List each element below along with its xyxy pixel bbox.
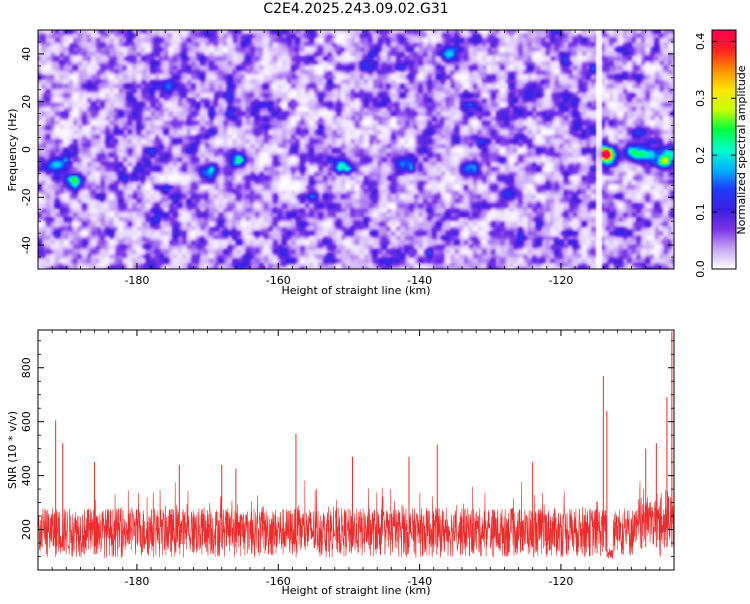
colorbar-label: Normalized spectral amplitude xyxy=(735,65,748,234)
snr-x-tick-label: -120 xyxy=(548,575,573,588)
spectrogram-x-tick-label: -140 xyxy=(407,274,432,287)
snr-axes: -180 -160 -140 -120 200 400 600 800 xyxy=(20,330,675,588)
snr-panel: -180 -160 -140 -120 200 400 600 800 Height of s… xyxy=(6,329,675,597)
spectrogram-y-tick-label: 40 xyxy=(20,47,33,61)
snr-spikes xyxy=(55,331,673,548)
snr-x-tick-label: -180 xyxy=(124,575,149,588)
snr-y-axis-label: SNR (10 * v/v) xyxy=(6,411,19,489)
colorbar-ticks: 0.0 0.1 0.2 0.3 0.4 xyxy=(694,33,736,278)
spectrogram-axes: -180 -160 -140 -120 -40 -20 0 20 40 xyxy=(20,29,675,287)
snr-y-tick-label: 400 xyxy=(20,465,33,486)
snr-series-line xyxy=(38,480,674,559)
spectrogram-panel: -180 -160 -140 -120 -40 -20 0 20 40 Height of st… xyxy=(6,29,675,297)
snr-y-tick-label: 200 xyxy=(20,519,33,540)
spectrogram-y-axis-label: Frequency (Hz) xyxy=(6,109,19,192)
spectrogram-y-tick-label: -40 xyxy=(20,236,33,254)
spectrogram-y-tick-label: 0 xyxy=(20,146,33,153)
colorbar-tick-label: 0.0 xyxy=(694,260,707,278)
chart-title: C2E4.2025.243.09.02.G31 xyxy=(263,1,448,17)
snr-y-tick-label: 800 xyxy=(20,357,33,378)
snr-x-tick-label: -140 xyxy=(407,575,432,588)
colorbar-tick-label: 0.2 xyxy=(694,146,707,164)
colorbar-tick-label: 0.3 xyxy=(694,90,707,108)
spectrogram-y-tick-label: 20 xyxy=(20,95,33,109)
colorbar-tick-label: 0.1 xyxy=(694,203,707,221)
spectrogram-y-tick-label: -20 xyxy=(20,188,33,206)
snr-y-tick-label: 600 xyxy=(20,411,33,432)
colorbar-tick-label: 0.4 xyxy=(694,33,707,51)
snr-x-tick-label: -160 xyxy=(266,575,291,588)
spectrogram-x-axis-label: Height of straight line (km) xyxy=(281,284,430,297)
snr-x-axis-label: Height of straight line (km) xyxy=(281,584,430,597)
spectrogram-x-tick-label: -160 xyxy=(266,274,291,287)
colorbar-gradient xyxy=(711,29,737,270)
spectrogram-heatmap xyxy=(38,30,674,269)
spectrogram-x-tick-label: -180 xyxy=(124,274,149,287)
snr-frame xyxy=(37,329,675,571)
colorbar: 0.0 0.1 0.2 0.3 0.4 Normalized spectral ampl… xyxy=(694,29,748,278)
spectrogram-x-tick-label: -120 xyxy=(548,274,573,287)
